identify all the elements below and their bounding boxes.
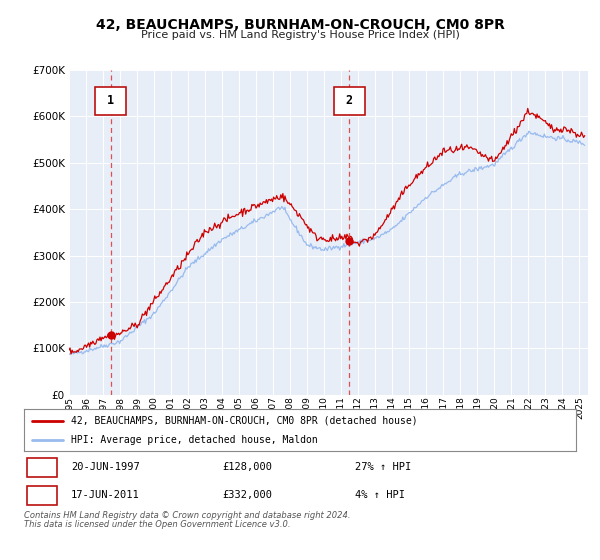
Text: This data is licensed under the Open Government Licence v3.0.: This data is licensed under the Open Gov… <box>24 520 290 529</box>
Text: 42, BEAUCHAMPS, BURNHAM-ON-CROUCH, CM0 8PR (detached house): 42, BEAUCHAMPS, BURNHAM-ON-CROUCH, CM0 8… <box>71 416 418 426</box>
Text: 1: 1 <box>38 463 46 473</box>
Text: £332,000: £332,000 <box>223 490 273 500</box>
Text: 2: 2 <box>346 94 353 108</box>
Text: 4% ↑ HPI: 4% ↑ HPI <box>355 490 405 500</box>
Text: Price paid vs. HM Land Registry's House Price Index (HPI): Price paid vs. HM Land Registry's House … <box>140 30 460 40</box>
Text: 2: 2 <box>38 490 46 500</box>
Text: 42, BEAUCHAMPS, BURNHAM-ON-CROUCH, CM0 8PR: 42, BEAUCHAMPS, BURNHAM-ON-CROUCH, CM0 8… <box>95 18 505 32</box>
FancyBboxPatch shape <box>95 87 127 115</box>
Text: HPI: Average price, detached house, Maldon: HPI: Average price, detached house, Mald… <box>71 435 317 445</box>
Text: 20-JUN-1997: 20-JUN-1997 <box>71 463 140 473</box>
Text: 1: 1 <box>107 94 115 108</box>
Text: 27% ↑ HPI: 27% ↑ HPI <box>355 463 412 473</box>
Text: £128,000: £128,000 <box>223 463 273 473</box>
Bar <box>27 486 57 505</box>
Text: Contains HM Land Registry data © Crown copyright and database right 2024.: Contains HM Land Registry data © Crown c… <box>24 511 350 520</box>
FancyBboxPatch shape <box>334 87 365 115</box>
Text: 17-JUN-2011: 17-JUN-2011 <box>71 490 140 500</box>
Bar <box>27 458 57 477</box>
